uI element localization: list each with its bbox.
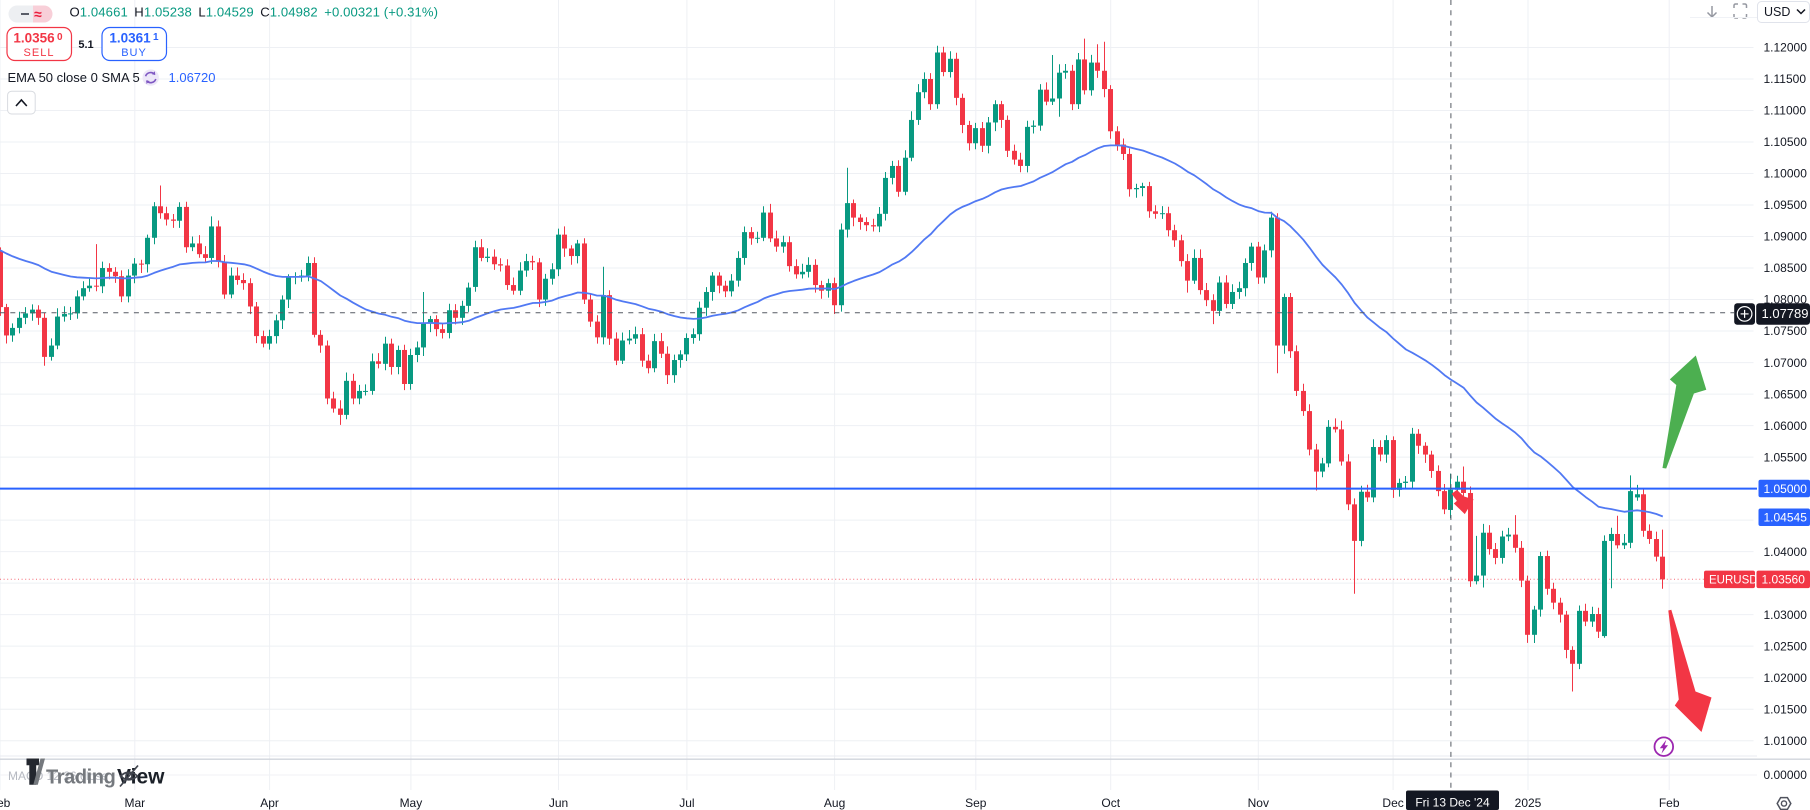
svg-text:1: 1 xyxy=(153,32,159,43)
svg-text:Feb: Feb xyxy=(0,796,11,810)
svg-text:1.10500: 1.10500 xyxy=(1764,135,1808,149)
svg-text:O1.04661 H1.05238 L1.04529: O1.04661 H1.05238 L1.04529 C1.04982 +0.0… xyxy=(70,5,439,20)
svg-text:EURUSD: EURUSD xyxy=(1709,574,1758,586)
svg-text:1.03560: 1.03560 xyxy=(1762,573,1806,587)
svg-text:Oct: Oct xyxy=(1101,796,1120,810)
svg-text:1.11500: 1.11500 xyxy=(1764,72,1807,86)
svg-text:May: May xyxy=(400,796,423,810)
svg-text:1.04000: 1.04000 xyxy=(1764,545,1808,559)
svg-text:≈: ≈ xyxy=(34,6,42,22)
svg-text:Apr: Apr xyxy=(260,796,279,810)
svg-text:1.02500: 1.02500 xyxy=(1764,639,1808,653)
svg-text:1.12000: 1.12000 xyxy=(1764,41,1808,55)
svg-text:BUY: BUY xyxy=(121,47,147,59)
svg-text:5.1: 5.1 xyxy=(78,39,93,51)
svg-text:SELL: SELL xyxy=(24,47,55,59)
svg-text:EMA 50 close 0 SMA 5: EMA 50 close 0 SMA 5 xyxy=(8,70,140,85)
svg-text:0.00000: 0.00000 xyxy=(1764,768,1808,782)
svg-text:2025: 2025 xyxy=(1515,796,1542,810)
svg-text:1.09500: 1.09500 xyxy=(1764,198,1808,212)
svg-text:Feb: Feb xyxy=(1659,796,1680,810)
svg-text:Nov: Nov xyxy=(1248,796,1269,810)
svg-text:0: 0 xyxy=(57,32,63,43)
svg-text:1.11000: 1.11000 xyxy=(1764,104,1807,118)
svg-text:1.10000: 1.10000 xyxy=(1764,167,1808,181)
svg-text:1.03000: 1.03000 xyxy=(1764,608,1808,622)
svg-text:Jun: Jun xyxy=(549,796,568,810)
svg-text:1.07789: 1.07789 xyxy=(1762,306,1809,321)
svg-text:Fri 13 Dec '24: Fri 13 Dec '24 xyxy=(1415,796,1490,810)
svg-text:1.0361: 1.0361 xyxy=(109,31,151,46)
svg-text:1.0356: 1.0356 xyxy=(13,31,55,46)
svg-text:1.05500: 1.05500 xyxy=(1764,450,1808,464)
svg-text:1.06000: 1.06000 xyxy=(1764,419,1808,433)
svg-text:1.05000: 1.05000 xyxy=(1764,482,1808,496)
svg-text:1.07500: 1.07500 xyxy=(1764,324,1808,338)
svg-text:Sep: Sep xyxy=(965,796,987,810)
svg-text:Mar: Mar xyxy=(124,796,145,810)
svg-text:Aug: Aug xyxy=(824,796,845,810)
svg-text:1.06500: 1.06500 xyxy=(1764,387,1808,401)
svg-text:1.04545: 1.04545 xyxy=(1764,511,1808,525)
svg-text:Jul: Jul xyxy=(679,796,694,810)
svg-text:View: View xyxy=(117,766,165,789)
svg-text:1.01000: 1.01000 xyxy=(1764,734,1808,748)
svg-text:1.07000: 1.07000 xyxy=(1764,356,1808,370)
svg-text:1.09000: 1.09000 xyxy=(1764,230,1808,244)
svg-text:Dec: Dec xyxy=(1382,796,1403,810)
svg-text:1.08500: 1.08500 xyxy=(1764,261,1808,275)
svg-text:Trading: Trading xyxy=(46,767,115,789)
svg-text:USD: USD xyxy=(1764,5,1790,19)
svg-text:1.02000: 1.02000 xyxy=(1764,671,1808,685)
svg-text:1.06720: 1.06720 xyxy=(169,70,216,85)
svg-text:1.01500: 1.01500 xyxy=(1764,702,1808,716)
